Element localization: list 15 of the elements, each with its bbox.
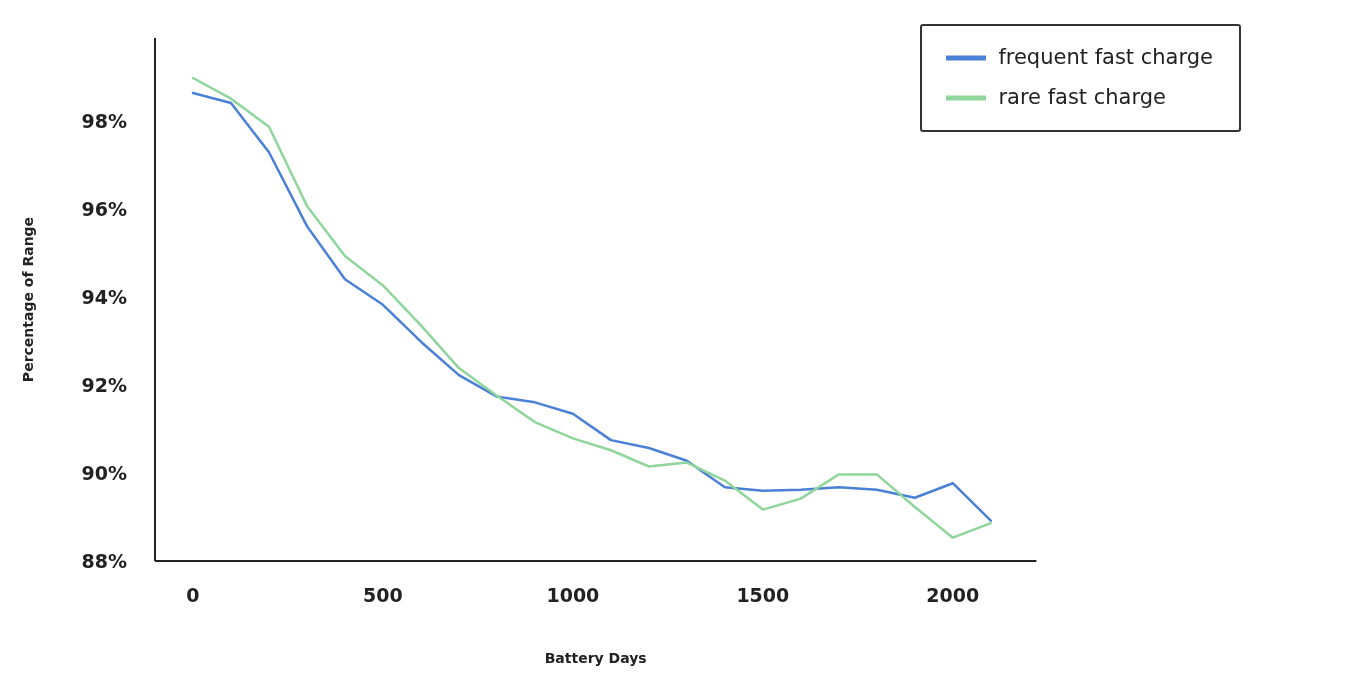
y-tick-label: 88% xyxy=(81,549,127,572)
x-tick-label: 500 xyxy=(363,584,403,607)
x-tick-label: 1000 xyxy=(546,584,600,607)
legend-label: rare fast charge xyxy=(998,85,1166,109)
x-axis-title: Battery Days xyxy=(544,650,647,666)
y-axis-title: Percentage of Range xyxy=(19,216,36,383)
y-tick-label: 90% xyxy=(81,461,127,484)
y-tick-label: 94% xyxy=(81,286,127,309)
x-tick-label: 1500 xyxy=(736,584,790,607)
y-tick-label: 98% xyxy=(81,110,127,133)
x-tick-label: 2000 xyxy=(926,584,980,607)
y-tick-label: 92% xyxy=(81,373,127,396)
x-tick-label: 0 xyxy=(186,584,200,607)
legend-label: frequent fast charge xyxy=(998,45,1213,69)
y-tick-label: 96% xyxy=(81,198,127,221)
